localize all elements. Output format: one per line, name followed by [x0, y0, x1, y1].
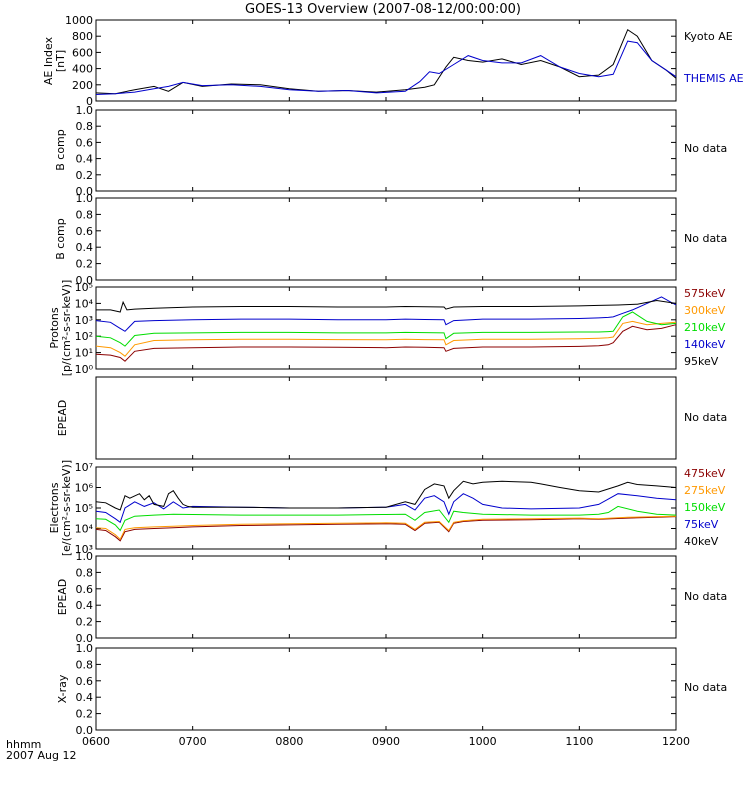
x-tick-label: 1000	[469, 735, 497, 748]
b2-y-tick-label: 0.6	[76, 225, 94, 238]
time-axis-label-date: 2007 Aug 12	[6, 749, 76, 762]
epead-panel-1-frame	[95, 376, 677, 460]
electrons-y-tick-label: 10⁴	[75, 523, 94, 536]
protons-series-300kev	[95, 320, 677, 357]
b-comp-axis-title-2: B comp	[54, 218, 67, 260]
protons-legend-140kev: 140keV	[684, 338, 726, 351]
electrons-series-150kev	[95, 505, 677, 532]
ae-y-tick-label: 600	[72, 46, 93, 59]
xray-y-tick-label: 0.6	[76, 675, 94, 688]
x-tick-label: 0600	[82, 735, 110, 748]
electrons-axis-title-line1: Electrons	[48, 482, 61, 533]
protons-y-tick-label: 10³	[75, 314, 93, 327]
ae-axis-title-line2: [nT]	[54, 50, 67, 72]
x-tick-label: 0800	[275, 735, 303, 748]
xray-axis-title: X-ray	[56, 674, 69, 703]
protons-y-tick-label: 10⁵	[75, 281, 93, 294]
protons-y-tick-label: 10⁰	[75, 363, 94, 376]
b1-y-tick-label: 0.4	[76, 153, 94, 166]
xray-status: No data	[684, 681, 727, 694]
protons-axis-title-line2: [p/(cm²-s-sr-keV)]	[60, 280, 73, 377]
electrons-legend-475kev: 475keV	[684, 467, 726, 480]
protons-legend-95kev: 95keV	[684, 355, 719, 368]
ae-legend-themis-ae: THEMIS AE	[683, 72, 744, 85]
ae-y-tick-label: 200	[72, 79, 93, 92]
b1-y-tick-label: 0.6	[76, 136, 94, 149]
xray-y-tick-label: 1.0	[76, 642, 94, 655]
b1-y-tick-label: 0.0	[76, 185, 94, 198]
protons-series-140kev	[95, 296, 677, 332]
xray-y-tick-label: 0.2	[76, 708, 94, 721]
epead2-y-tick-label: 0.8	[76, 566, 94, 579]
protons-series-575kev	[95, 324, 677, 362]
b2-y-tick-label: 1.0	[76, 192, 94, 205]
electrons-legend-275kev: 275keV	[684, 484, 726, 497]
figure-title: GOES-13 Overview (2007-08-12/00:00:00)	[245, 2, 521, 17]
epead2-y-tick-label: 0.0	[76, 632, 94, 645]
epead2-y-tick-label: 0.4	[76, 599, 94, 612]
protons-series-210kev	[95, 311, 677, 347]
b-comp-axis-title-1: B comp	[54, 129, 67, 171]
b2-y-tick-label: 0.8	[76, 208, 94, 221]
b2-y-tick-label: 0.0	[76, 274, 94, 287]
electrons-legend-150kev: 150keV	[684, 501, 726, 514]
protons-y-tick-label: 10¹	[75, 347, 93, 360]
electrons-y-tick-label: 10⁶	[75, 482, 94, 495]
ae-series-kyoto-ae	[95, 28, 677, 95]
b1-y-tick-label: 0.8	[76, 120, 94, 133]
electrons-series-275kev	[95, 515, 677, 541]
protons-legend-300kev: 300keV	[684, 304, 726, 317]
protons-legend-210kev: 210keV	[684, 321, 726, 334]
b1-y-tick-label: 1.0	[76, 104, 94, 117]
ae-y-tick-label: 1000	[65, 14, 93, 27]
ae-series-themis-ae	[95, 40, 677, 95]
b-comp-panel-1-frame	[95, 109, 677, 192]
ae-panel-frame	[95, 19, 677, 102]
electrons-legend-75kev: 75keV	[684, 518, 719, 531]
b-comp-1-status: No data	[684, 142, 727, 155]
b1-y-tick-label: 0.2	[76, 169, 94, 182]
electrons-axis-title-line2: [e/(cm²-s-sr-keV)]	[60, 460, 73, 556]
electrons-series-75kev	[95, 493, 677, 524]
xray-y-tick-label: 0.4	[76, 691, 94, 704]
epead-1-status: No data	[684, 411, 727, 424]
epead-axis-title-1: EPEAD	[56, 400, 69, 437]
xray-y-tick-label: 0.0	[76, 724, 94, 737]
electrons-y-tick-label: 10³	[75, 543, 93, 556]
b-comp-2-status: No data	[684, 232, 727, 245]
electrons-y-tick-label: 10⁷	[75, 461, 93, 474]
electrons-y-tick-label: 10⁵	[75, 502, 93, 515]
ae-y-tick-label: 0	[86, 95, 93, 108]
b-comp-panel-2-frame	[95, 197, 677, 281]
ae-y-tick-label: 400	[72, 63, 93, 76]
epead2-y-tick-label: 1.0	[76, 550, 94, 563]
x-tick-label: 0700	[179, 735, 207, 748]
protons-legend-575kev: 575keV	[684, 287, 726, 300]
xray-panel-frame	[95, 647, 677, 731]
xray-y-tick-label: 0.8	[76, 658, 94, 671]
ae-y-tick-label: 800	[72, 30, 93, 43]
x-tick-label: 1200	[662, 735, 690, 748]
b2-y-tick-label: 0.2	[76, 258, 94, 271]
electrons-series-475kev	[95, 516, 677, 542]
electrons-legend-40kev: 40keV	[684, 535, 719, 548]
electrons-series-40kev	[95, 480, 677, 511]
x-tick-label: 1100	[565, 735, 593, 748]
epead-axis-title-2: EPEAD	[56, 579, 69, 616]
protons-series-95kev	[96, 299, 677, 313]
epead-panel-2-frame	[95, 555, 677, 639]
time-axis-label-hhmm: hhmm	[6, 738, 41, 751]
protons-axis-title-line1: Protons	[48, 307, 61, 348]
ae-axis-title-line1: AE Index	[42, 36, 55, 85]
x-tick-label: 0900	[372, 735, 400, 748]
epead2-y-tick-label: 0.6	[76, 583, 94, 596]
epead2-y-tick-label: 0.2	[76, 616, 94, 629]
b2-y-tick-label: 0.4	[76, 241, 94, 254]
protons-y-tick-label: 10⁴	[75, 297, 94, 310]
protons-panel-frame	[95, 286, 677, 370]
ae-legend-kyoto-ae: Kyoto AE	[684, 30, 733, 43]
epead-2-status: No data	[684, 590, 727, 603]
protons-y-tick-label: 10²	[75, 330, 93, 343]
